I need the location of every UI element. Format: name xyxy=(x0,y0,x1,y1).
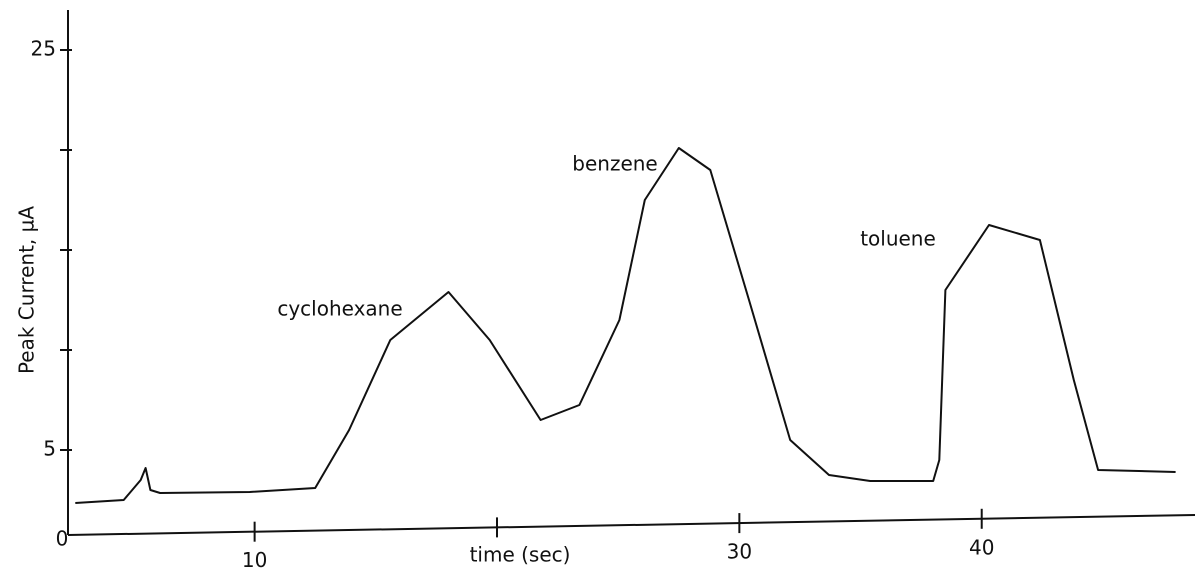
y-tick-label: 5 xyxy=(43,437,56,461)
x-tick-label: 30 xyxy=(727,540,752,564)
x-tick-label: 40 xyxy=(969,535,994,559)
peak-annotation: toluene xyxy=(860,227,936,251)
y-axis-label: Peak Current, µA xyxy=(15,206,39,374)
origin-label: 0 xyxy=(56,527,69,551)
x-axis xyxy=(68,515,1195,535)
peak-annotation: benzene xyxy=(572,152,657,176)
chromatogram-line xyxy=(75,148,1175,503)
chart: time (sec) Peak Current, µA 0 10 30 40 5 25 c… xyxy=(0,0,1201,573)
x-tick-label: 10 xyxy=(242,548,267,572)
y-tick-label: 25 xyxy=(31,37,56,61)
x-axis-label: time (sec) xyxy=(470,543,571,567)
peak-annotation: cyclohexane xyxy=(277,297,402,321)
